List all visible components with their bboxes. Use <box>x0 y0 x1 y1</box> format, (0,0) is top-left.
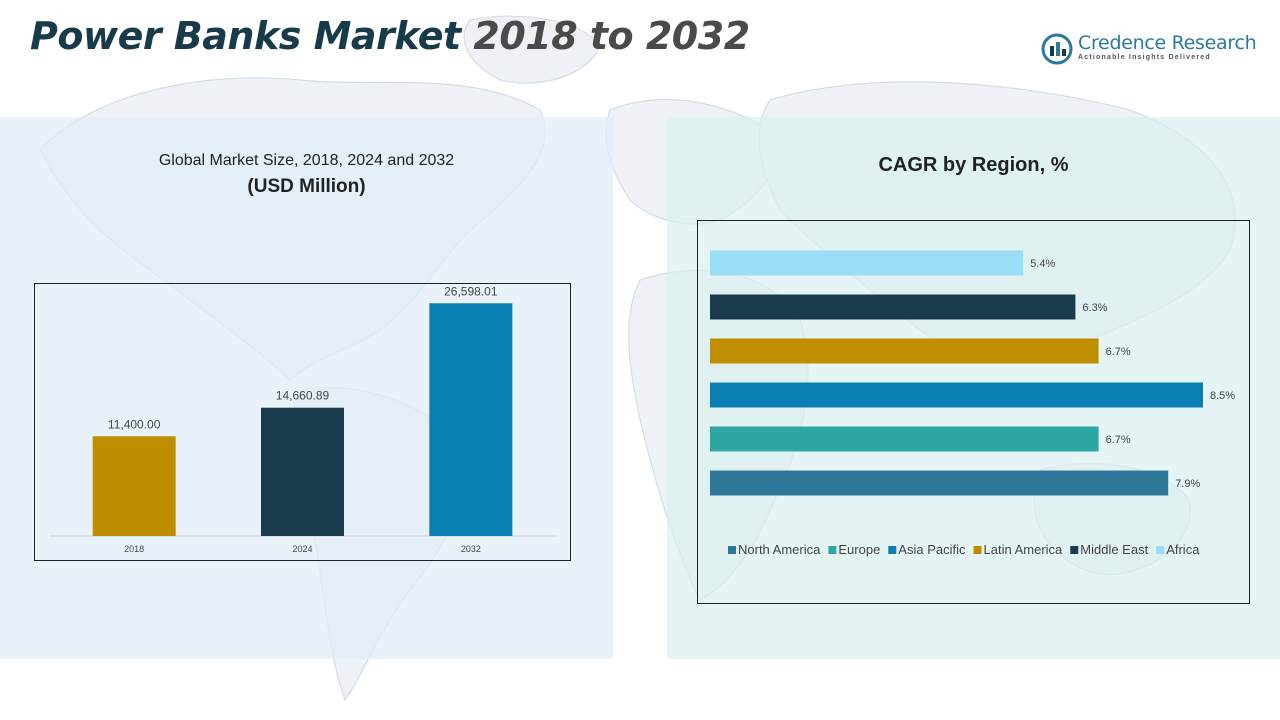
page-title: Power Banks Market 2018 to 2032 <box>30 14 750 58</box>
bar-value-label: 26,598.01 <box>444 284 498 298</box>
legend-swatch <box>973 546 982 554</box>
cagr-heading: CAGR by Region, % <box>878 154 1069 176</box>
bar-2032 <box>429 303 513 536</box>
logo-mark-icon <box>1041 33 1073 65</box>
legend-label: Middle East <box>1080 542 1148 557</box>
hbar-value-label: 8.5% <box>1210 390 1235 402</box>
legend-label: Europe <box>838 542 880 557</box>
hbar-value-label: 5.4% <box>1030 258 1055 270</box>
hbar-latin-america <box>710 338 1099 364</box>
cagr-region-bar-chart: 7.9% 6.7% 8.5% 6.7% 6.3% 5.4% North America Eur… <box>697 220 1250 604</box>
bar-value-label: 11,400.00 <box>108 417 161 431</box>
x-tick-label: 2024 <box>292 544 312 554</box>
hbar-north-america <box>710 470 1169 496</box>
hbar-value-label: 6.3% <box>1082 302 1107 314</box>
bar-value-label: 14,660.89 <box>276 389 330 403</box>
title-main: Power Banks Market <box>30 14 461 58</box>
x-tick-label: 2032 <box>461 544 481 554</box>
chart-frame <box>697 220 1250 604</box>
legend-label: Asia Pacific <box>898 542 966 557</box>
hbar-asia-pacific <box>710 382 1203 408</box>
hbar-value-label: 6.7% <box>1106 346 1131 358</box>
legend-swatch <box>728 546 736 554</box>
logo-tagline: Actionable Insights Delivered <box>1078 54 1211 61</box>
chart-frame <box>34 283 571 561</box>
market-size-unit: (USD Million) <box>247 176 366 197</box>
greenland-shape <box>463 15 601 84</box>
credence-research-logo: Credence Research Actionable Insights De… <box>1040 30 1260 70</box>
hbar-africa <box>710 250 1024 276</box>
hbar-middle-east <box>710 294 1076 320</box>
legend-label: Latin America <box>984 542 1064 557</box>
legend-label: Africa <box>1166 542 1200 557</box>
market-size-bar-chart: 11,400.00 2018 14,660.89 2024 26,598.01 2032 <box>34 283 571 561</box>
bar-2024 <box>261 407 344 536</box>
hbar-value-label: 6.7% <box>1106 434 1131 446</box>
title-year-span: 2018 to 2032 <box>473 14 750 58</box>
market-size-heading: Global Market Size, 2018, 2024 and 2032 <box>158 152 455 169</box>
bar-2018 <box>92 436 176 536</box>
legend-label: North America <box>738 542 821 557</box>
logo-name: Credence Research <box>1078 32 1257 54</box>
legend-swatch <box>1070 546 1079 554</box>
hbar-value-label: 7.9% <box>1175 478 1200 490</box>
legend-swatch <box>888 546 897 554</box>
hbar-europe <box>710 426 1099 452</box>
legend-swatch <box>828 546 837 554</box>
x-tick-label: 2018 <box>124 544 144 554</box>
legend-swatch <box>1156 546 1165 554</box>
chart-legend: North America Europe Asia Pacific Latin Ame… <box>728 542 1200 557</box>
